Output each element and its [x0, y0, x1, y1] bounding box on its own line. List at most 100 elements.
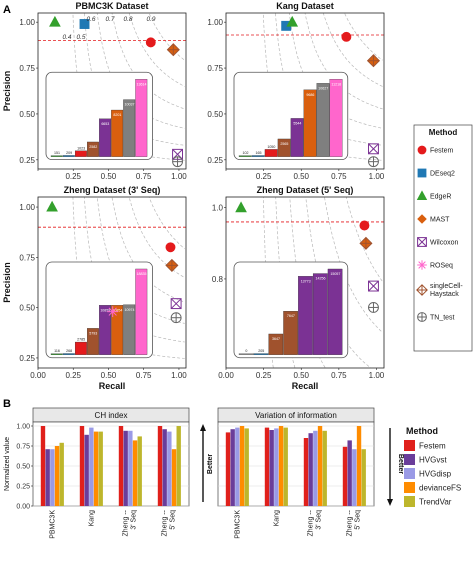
iso-f1-curve — [345, 197, 383, 282]
panel-title: Zheng Dataset (3' Seq) — [64, 185, 161, 195]
inset-bar-label: 2785 — [77, 338, 85, 342]
panel-title: PBMC3K Dataset — [75, 1, 148, 11]
legend-swatch — [404, 496, 415, 507]
bar-trendvar — [98, 431, 103, 506]
scatter-panel-0: PBMC3K Dataset 151 209 1023 2582 6653 8201 1003… — [2, 1, 187, 181]
point-singlecell-haystack — [359, 236, 373, 250]
facet-title: CH index — [95, 411, 128, 420]
legend-a: Method Festem DEseq2 EdgeR MAST Wilcoxon ROSeq… — [413, 124, 473, 352]
bar-trendvar — [59, 442, 64, 506]
point-tn_test — [368, 156, 379, 168]
plot-frame — [225, 196, 385, 369]
inset-bar — [135, 268, 148, 355]
bar-hvgvst — [162, 429, 167, 506]
point-edger — [49, 15, 61, 27]
x-tick-label: 1.00 — [171, 172, 187, 181]
f1-label: 0.5 — [76, 34, 85, 41]
inset-bar-label: 13614 — [137, 82, 147, 86]
inset-bar — [298, 276, 313, 355]
bar-deviancefs — [356, 426, 362, 506]
inset-bar — [50, 353, 63, 355]
x-tick-label: 1.00 — [171, 371, 187, 380]
y-tick-label: 0.8 — [212, 275, 224, 284]
legend-marker-boxx-icon — [417, 237, 427, 247]
inset-bar-label: 1023 — [77, 146, 85, 150]
inset-bar — [99, 305, 111, 355]
inset-bar — [123, 304, 136, 355]
panel-title: Zheng Dataset (5' Seq) — [257, 185, 354, 195]
x-tick-label: 0.00 — [30, 371, 46, 380]
inset-bar-label: 205 — [258, 349, 264, 353]
point-deseq2 — [79, 19, 90, 29]
f1-label: 0.6 — [86, 16, 95, 23]
inset-bar-label: 8201 — [113, 113, 121, 117]
y-tick-label: 0.50 — [16, 464, 30, 471]
legend-marker-dot-icon — [417, 145, 427, 155]
y-tick-label: 1.00 — [19, 18, 35, 27]
inset-bar — [111, 305, 124, 355]
category-label: Zheng --3' Seq — [308, 509, 323, 536]
inset-bar-label: 10627 — [318, 86, 328, 90]
inset-bar — [123, 99, 136, 157]
x-tick-label: 0.25 — [65, 172, 81, 181]
bar-panel-0: CH index PBMC3K Kang Zheng --3' Seq Zheng --… — [4, 407, 214, 539]
legend-swatch — [404, 468, 415, 479]
iso-f1-curve — [324, 197, 383, 333]
point-festem — [341, 31, 352, 42]
legend-marker-star-icon — [417, 260, 427, 270]
better-label: Better — [207, 454, 214, 475]
y-tick-label: 0.25 — [207, 156, 223, 165]
bar-hvgdisp — [50, 449, 55, 506]
bar-trendvar — [361, 449, 366, 506]
inset-bar — [329, 79, 343, 157]
x-tick-label: 0.00 — [218, 371, 234, 380]
inset-bar — [62, 353, 75, 355]
scatter-panel-2: Zheng Dataset (3' Seq) 116 268 2785 5793 1085… — [2, 185, 187, 391]
bar-festem — [79, 426, 85, 506]
f1-label: 0.7 — [105, 16, 114, 23]
plot-frame — [37, 196, 187, 369]
legend-item-label: MAST — [430, 217, 450, 224]
inset-bar-label: 102 — [242, 151, 248, 155]
legend-marker-square-icon — [417, 168, 427, 178]
panel-label-b: B — [3, 398, 11, 410]
inset-bar-label: 6653 — [101, 122, 109, 126]
legend-marker-circleplus-icon — [417, 312, 427, 322]
inset-bar — [87, 141, 99, 157]
bar-festem — [157, 426, 163, 506]
bar-hvgdisp — [167, 431, 172, 506]
bar-hvgvst — [84, 434, 89, 506]
point-tn_test — [368, 301, 379, 313]
legend-b: Method Festem HVGvst HVGdisp devianceFS Trend… — [404, 426, 461, 507]
x-tick-label: 0.75 — [331, 371, 347, 380]
point-tn_test — [170, 312, 182, 324]
bar-hvgdisp — [274, 428, 279, 506]
y-tick-label: 0.75 — [19, 253, 35, 262]
legend-swatch — [404, 440, 415, 451]
y-axis-title: Precision — [2, 71, 12, 112]
y-tick-label: 0.25 — [16, 484, 30, 491]
legend-marker-diamond-icon — [417, 214, 427, 224]
bar-hvgdisp — [313, 430, 318, 506]
point-edger — [235, 201, 247, 213]
inset-bar — [264, 149, 278, 157]
bar-deviancefs — [317, 426, 323, 506]
legend-item-label: Festem — [419, 442, 446, 451]
point-wilcoxon — [170, 298, 182, 310]
bar-hvgvst — [230, 429, 235, 506]
inset-bar — [277, 138, 291, 157]
bar-deviancefs — [54, 446, 60, 506]
inset-bar-label: 3647 — [272, 337, 280, 341]
iso-f1-curve — [148, 13, 185, 61]
y-tick-label: 1.00 — [207, 18, 223, 27]
y-tick-label: 0.50 — [19, 304, 35, 313]
y-axis-title: Precision — [2, 262, 12, 303]
legend-title: Method — [406, 426, 438, 436]
inset-bar — [74, 341, 87, 355]
legend-item-label: HVGvst — [419, 456, 447, 465]
legend-item-label: ROSeq — [430, 263, 453, 270]
point-singlecell-haystack — [165, 258, 179, 272]
point-singlecell-haystack — [166, 43, 180, 57]
category-label: Zheng --5' Seq — [162, 509, 177, 536]
bar-trendvar — [283, 427, 288, 506]
